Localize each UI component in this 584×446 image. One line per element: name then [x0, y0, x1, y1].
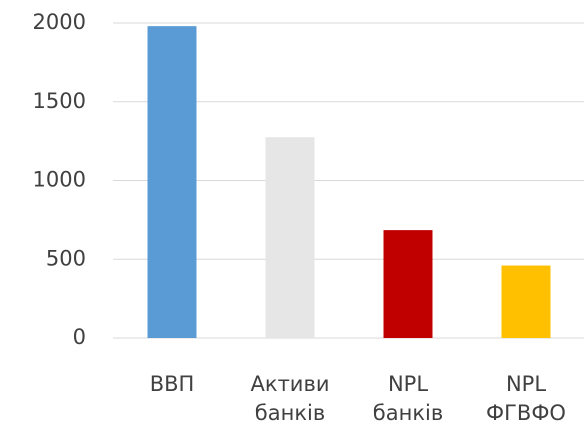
x-tick-label: Активи банків — [250, 372, 330, 425]
x-tick-label: NPL ФГВФО — [486, 372, 566, 425]
bar — [383, 230, 433, 338]
y-tick-label: 1000 — [33, 168, 86, 192]
x-tick-label: NPL банків — [372, 372, 444, 425]
y-tick-label: 1500 — [33, 89, 86, 113]
y-tick-label: 500 — [46, 246, 86, 270]
y-tick-label: 2000 — [33, 10, 86, 34]
bar — [501, 265, 551, 338]
x-tick-label: ВВП — [149, 372, 195, 396]
y-tick-label: 0 — [73, 325, 86, 349]
bar — [265, 137, 315, 338]
bar — [147, 26, 197, 339]
